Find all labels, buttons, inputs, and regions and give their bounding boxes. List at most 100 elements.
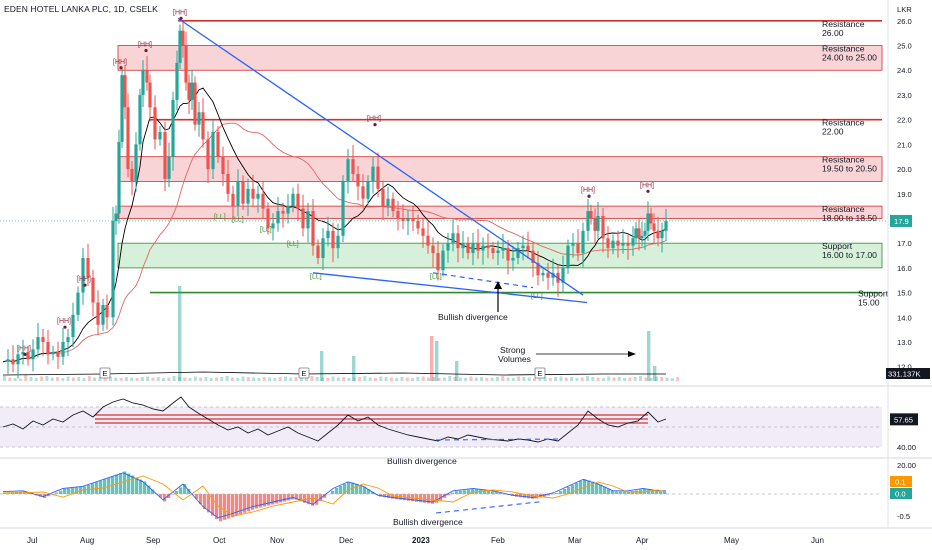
volume-bar [548, 378, 552, 381]
pivot-high-marker [23, 352, 27, 356]
time-tick-label: May [724, 536, 739, 545]
candle-body [31, 349, 35, 360]
candle-body [291, 193, 295, 207]
candle-body [141, 70, 145, 95]
candle-body [117, 141, 121, 214]
volume-bar [485, 378, 489, 381]
candle-body [21, 351, 25, 355]
volume-bar [56, 377, 59, 381]
macd-histogram-bar [291, 494, 295, 500]
macd-histogram-bar [563, 489, 567, 494]
time-tick-label: 2023 [412, 536, 430, 545]
zone-label-range: 19.50 to 20.50 [822, 164, 877, 174]
macd-histogram-bar [171, 494, 175, 495]
macd-histogram-bar [99, 480, 103, 494]
candle-body [56, 351, 60, 357]
macd-histogram-bar [167, 494, 171, 498]
macd-histogram-bar [355, 483, 359, 494]
pivot-low-label: [LL] [287, 241, 299, 248]
candle-body [286, 206, 290, 214]
zone-label-title: Resistance [822, 19, 865, 29]
volume-bar [580, 377, 584, 381]
macd-tick-label: -0.5 [897, 512, 910, 521]
volume-bar [172, 376, 176, 381]
volume-bar [193, 376, 197, 381]
volume-spike [435, 341, 439, 381]
price-tick-label: 22.0 [897, 116, 912, 125]
macd-histogram-bar [607, 488, 611, 494]
macd-hist-badge [890, 488, 912, 499]
candle-body [381, 188, 385, 207]
volume-bar [34, 378, 38, 381]
candle-body [660, 230, 664, 239]
volume-bar [77, 377, 81, 381]
candle-body [311, 211, 315, 246]
volume-bar [352, 377, 356, 381]
candle-body [296, 193, 300, 209]
price-tick-label: 20.0 [897, 165, 912, 174]
volume-bar [252, 377, 256, 381]
zone-label-title: Support [822, 241, 853, 251]
pivot-high-marker [179, 16, 183, 20]
macd-histogram-bar [27, 492, 31, 494]
candle-body [241, 181, 245, 204]
volume-spike [653, 366, 657, 381]
macd-histogram-bar [319, 494, 323, 502]
time-tick-label: Sep [146, 536, 161, 545]
candle-body [266, 208, 270, 229]
volume-bar [342, 377, 346, 381]
volume-bar [209, 378, 213, 381]
volume-bar [215, 377, 218, 381]
macd-histogram-bar [463, 490, 467, 494]
time-tick-label: Nov [270, 536, 284, 545]
candle-body [178, 30, 182, 63]
macd-histogram-bar [439, 494, 443, 501]
rsi-pane[interactable]: Bullish divergence [0, 396, 882, 466]
candle-body [221, 156, 225, 174]
volume-bar [639, 376, 642, 381]
volume-bar [501, 376, 505, 381]
macd-histogram-bar [103, 479, 107, 494]
falling-trendline-lower [312, 272, 588, 304]
macd-histogram-bar [555, 493, 559, 494]
candle-body [281, 211, 285, 214]
macd-histogram-bar [67, 488, 71, 494]
candle-body [41, 337, 45, 342]
volume-badge [886, 368, 930, 379]
candle-body [341, 181, 345, 236]
volume-bar [633, 377, 637, 381]
volume-bar [331, 376, 335, 381]
macd-histogram-bar [135, 477, 139, 494]
candle-body [541, 272, 545, 276]
candle-body [643, 230, 647, 236]
candle-body [481, 245, 485, 251]
macd-histogram-bar [119, 473, 123, 494]
pivot-low-label: [LL] [531, 293, 543, 300]
rsi-value-badge [890, 413, 918, 426]
pivot-low-label: [LL] [260, 226, 272, 233]
strong-volumes-arrow-head [628, 351, 636, 357]
candle-body [601, 216, 605, 239]
candle-body [476, 243, 480, 251]
macd-histogram-bar [123, 471, 127, 494]
candle-body [193, 82, 197, 125]
macd-histogram-bar [259, 494, 263, 508]
time-tick-label: Mar [568, 536, 582, 545]
time-tick-label: Feb [491, 536, 505, 545]
macd-histogram-bar [363, 486, 367, 494]
rsi-current-value: 57.65 [894, 415, 913, 424]
volume-bar [596, 377, 600, 381]
volume-bar [257, 378, 261, 381]
macd-histogram-bar [231, 494, 235, 518]
bullish-divergence-label: Bullish divergence [438, 312, 508, 322]
candle-body [536, 262, 540, 276]
volume-bar [421, 376, 425, 381]
candle-body [211, 132, 215, 170]
candle-body [96, 302, 100, 325]
volume-bar [411, 378, 415, 381]
falling-trendline-upper [177, 17, 584, 296]
macd-pane[interactable]: Bullish divergence [0, 471, 882, 528]
macd-histogram-bar [359, 485, 363, 494]
